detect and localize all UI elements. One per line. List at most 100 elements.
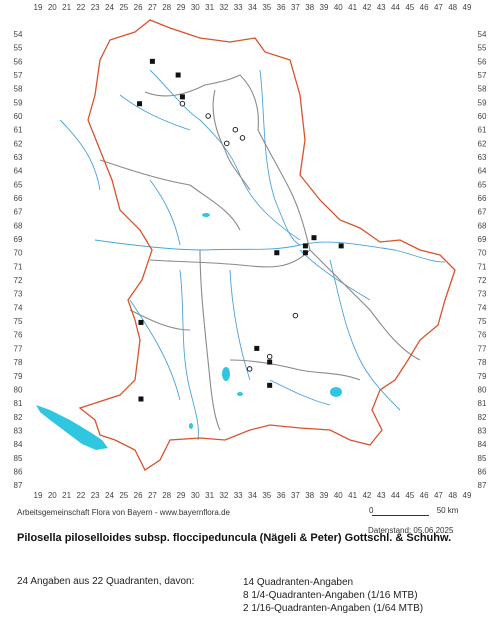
x-tick-label-top: 46 [420, 3, 429, 12]
x-axis-top: 19 20 21 22 23 24 25 26 27 28 29 30 31 32 33 34 35 36 37 38… [34, 3, 472, 12]
circle-marker [232, 126, 239, 133]
x-tick-label-bottom: 41 [348, 491, 357, 500]
x-tick-label-top: 19 [34, 3, 43, 12]
y-tick-label-left: 69 [14, 235, 23, 244]
y-axis-right: 54 55 56 57 58 59 60 61 62 63 64 65 66 67 68 69 70 71 72 73… [478, 30, 487, 490]
x-tick-label-top: 36 [277, 3, 286, 12]
y-tick-label-left: 78 [14, 358, 23, 367]
square-marker [137, 101, 143, 107]
y-tick-label-left: 81 [14, 399, 23, 408]
y-tick-label-left: 82 [14, 413, 23, 422]
x-tick-label-bottom: 44 [391, 491, 400, 500]
y-tick-label-left: 84 [14, 440, 23, 449]
y-tick-label-right: 54 [478, 30, 487, 39]
y-tick-label-left: 62 [14, 139, 23, 148]
y-tick-label-left: 77 [14, 344, 23, 353]
x-tick-label-top: 49 [463, 3, 472, 12]
square-marker [302, 250, 308, 256]
y-tick-label-right: 79 [478, 372, 487, 381]
x-tick-label-bottom: 21 [62, 491, 71, 500]
square-marker [267, 382, 273, 388]
x-tick-label-bottom: 38 [305, 491, 314, 500]
circle-marker [292, 312, 299, 319]
x-tick-label-bottom: 26 [134, 491, 143, 500]
y-tick-label-right: 78 [478, 358, 487, 367]
x-tick-label-top: 21 [62, 3, 71, 12]
y-tick-label-left: 59 [14, 98, 23, 107]
x-tick-label-bottom: 28 [162, 491, 171, 500]
x-tick-label-bottom: 42 [362, 491, 371, 500]
x-tick-label-bottom: 31 [205, 491, 214, 500]
y-tick-label-left: 83 [14, 426, 23, 435]
y-tick-label-left: 73 [14, 290, 23, 299]
data-status: Datenstand: 05.06.2025 [368, 526, 454, 535]
y-tick-label-right: 77 [478, 344, 487, 353]
y-tick-label-left: 61 [14, 126, 23, 135]
circle-marker [266, 353, 273, 360]
x-tick-label-top: 41 [348, 3, 357, 12]
y-tick-label-right: 64 [478, 167, 487, 176]
x-tick-label-top: 33 [234, 3, 243, 12]
y-tick-label-left: 74 [14, 303, 23, 312]
circle-marker [179, 100, 186, 107]
x-tick-label-top: 32 [219, 3, 228, 12]
circle-marker [224, 140, 230, 147]
regional-borders [99, 74, 421, 431]
y-tick-label-right: 74 [478, 303, 487, 312]
y-tick-label-left: 66 [14, 194, 23, 203]
scale-line [372, 515, 429, 516]
x-tick-label-bottom: 34 [248, 491, 257, 500]
lakes [36, 213, 342, 450]
x-tick-label-bottom: 24 [105, 491, 114, 500]
y-tick-label-left: 54 [14, 30, 23, 39]
x-tick-label-top: 29 [177, 3, 186, 12]
marker-layer [137, 58, 344, 402]
x-tick-label-bottom: 27 [148, 491, 157, 500]
x-tick-label-bottom: 22 [76, 491, 85, 500]
y-tick-label-left: 86 [14, 467, 23, 476]
y-tick-label-right: 86 [478, 467, 487, 476]
y-tick-label-right: 75 [478, 317, 487, 326]
scale-start-label: 0 [369, 506, 374, 515]
y-tick-label-left: 87 [14, 481, 23, 490]
y-tick-label-right: 65 [478, 180, 487, 189]
y-tick-label-right: 66 [478, 194, 487, 203]
x-tick-label-bottom: 33 [234, 491, 243, 500]
y-tick-label-left: 55 [14, 44, 23, 53]
x-tick-label-top: 25 [119, 3, 128, 12]
y-tick-label-left: 58 [14, 85, 23, 94]
x-tick-label-bottom: 45 [405, 491, 414, 500]
breakdown-sixteenth-quadrant: 2 1/16-Quadranten-Angaben (1/64 MTB) [243, 603, 424, 614]
y-tick-label-left: 79 [14, 372, 23, 381]
y-tick-label-right: 84 [478, 440, 487, 449]
square-marker [138, 396, 144, 402]
x-tick-label-top: 20 [48, 3, 57, 12]
x-tick-label-top: 30 [191, 3, 200, 12]
y-tick-label-right: 67 [478, 208, 487, 217]
y-tick-label-left: 64 [14, 167, 23, 176]
y-tick-label-right: 69 [478, 235, 487, 244]
x-tick-label-top: 24 [105, 3, 114, 12]
y-tick-label-left: 85 [14, 454, 23, 463]
y-tick-label-right: 82 [478, 413, 487, 422]
y-tick-label-right: 73 [478, 290, 487, 299]
circle-marker [239, 135, 246, 141]
square-marker [254, 345, 260, 351]
y-tick-label-right: 71 [478, 262, 487, 271]
y-tick-label-right: 68 [478, 221, 487, 230]
x-tick-label-bottom: 29 [177, 491, 186, 500]
y-tick-label-right: 80 [478, 385, 487, 394]
y-tick-label-left: 71 [14, 262, 23, 271]
x-tick-label-top: 48 [448, 3, 457, 12]
square-marker [302, 243, 308, 249]
y-tick-label-right: 56 [478, 57, 487, 66]
x-tick-label-top: 47 [434, 3, 443, 12]
y-tick-label-left: 63 [14, 153, 23, 162]
y-tick-label-right: 61 [478, 126, 487, 135]
x-tick-label-top: 27 [148, 3, 157, 12]
y-tick-label-left: 72 [14, 276, 23, 285]
x-tick-label-bottom: 46 [420, 491, 429, 500]
y-tick-label-right: 60 [478, 112, 487, 121]
credit-text: Arbeitsgemeinschaft Flora von Bayern - w… [17, 508, 230, 517]
square-marker [179, 94, 185, 100]
